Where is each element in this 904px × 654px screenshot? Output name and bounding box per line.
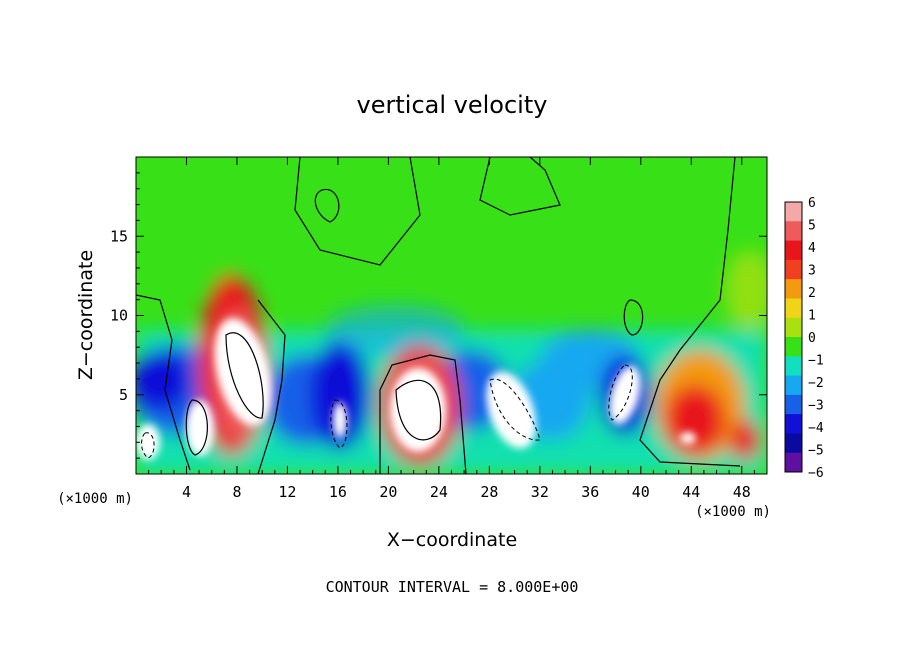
- x-tick-label: 44: [682, 483, 700, 501]
- colorbar-segment: [785, 240, 802, 261]
- x-tick-label: 28: [480, 483, 498, 501]
- colorbar-segment: [785, 279, 802, 299]
- x-tick-label: 24: [430, 483, 448, 501]
- colorbar-segment: [785, 337, 802, 357]
- colorbar-frame: [784, 201, 803, 473]
- contour-interval-note: CONTOUR INTERVAL = 8.000E+00: [326, 578, 579, 596]
- colorbar-segment: [785, 394, 802, 415]
- y-axis: 5 10 15: [110, 172, 767, 459]
- colorbar-segment: [785, 259, 802, 280]
- colorbar-segment: [785, 317, 802, 338]
- colorbar-label: −5: [808, 444, 824, 459]
- y-tick-label: 5: [119, 386, 128, 404]
- colorbar-segment: [785, 375, 802, 396]
- y-tick-label: 10: [110, 307, 128, 325]
- colorbar-segment: [785, 356, 802, 377]
- colorbar-label: −6: [808, 466, 824, 481]
- x-tick-label: 16: [329, 483, 347, 501]
- contour-lines: [136, 157, 741, 474]
- core-regions: [136, 318, 696, 460]
- colorbar-label: 3: [808, 264, 816, 279]
- colorbar-segment: [785, 414, 802, 434]
- colorbar-label: −2: [808, 376, 824, 391]
- negative-contours: [141, 364, 633, 459]
- x-tick-label: 40: [632, 483, 650, 501]
- colorbar: 6 5 4 3 2 1 0 −1 −2 −3 −4 −5 −6: [784, 196, 824, 481]
- colorbar-segment: [785, 298, 802, 319]
- y-tick-label: 15: [110, 227, 128, 245]
- colorbar-label: −4: [808, 421, 824, 436]
- x-tick-label: 8: [232, 483, 241, 501]
- colorbar-segment: [785, 221, 802, 242]
- colorbar-label: 4: [808, 241, 816, 256]
- colorbar-label: 0: [808, 331, 816, 346]
- y-axis-label: Z−coordinate: [75, 250, 97, 380]
- velocity-field: [136, 157, 767, 474]
- colorbar-segment: [785, 433, 802, 454]
- colorbar-segment: [785, 452, 802, 473]
- x-tick-label: 20: [379, 483, 397, 501]
- colorbar-label: 6: [808, 196, 816, 211]
- colorbar-label: 5: [808, 219, 816, 234]
- colorbar-label: −1: [808, 354, 824, 369]
- chart-title: vertical velocity: [357, 91, 548, 119]
- colorbar-segment: [785, 202, 802, 222]
- x-axis-label: X−coordinate: [387, 529, 517, 551]
- x-tick-label: 4: [182, 483, 191, 501]
- x-unit-label-right: (×1000 m): [695, 504, 771, 520]
- x-tick-label: 48: [733, 483, 751, 501]
- colorbar-label: 1: [808, 309, 816, 324]
- colorbar-label: −3: [808, 399, 824, 414]
- x-tick-label: 12: [278, 483, 296, 501]
- x-axis: 4 8 12 16 20 24 28 32 36 40 44 48: [148, 157, 755, 501]
- x-tick-label: 36: [581, 483, 599, 501]
- x-unit-label-left: (×1000 m): [57, 491, 133, 507]
- colorbar-label: 2: [808, 286, 816, 301]
- x-tick-label: 32: [531, 483, 549, 501]
